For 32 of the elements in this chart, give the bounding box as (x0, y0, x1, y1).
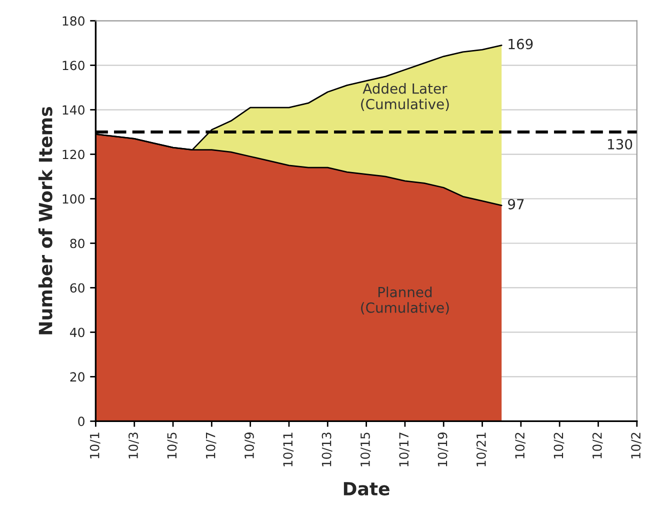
x-tick-label: 10/3 (128, 432, 139, 458)
x-tick-label: 10/21 (476, 432, 487, 466)
ref-line-label: 130 (608, 138, 632, 150)
x-tick-label: 10/5 (167, 432, 178, 458)
y-tick-label: 40 (70, 328, 84, 338)
series-label: Planned (Cumulative) (361, 286, 449, 315)
y-tick-label: 160 (62, 60, 84, 70)
x-tick-label: 10/15 (360, 432, 371, 466)
y-tick-label: 80 (70, 238, 84, 248)
x-tick-label: 10/2 (554, 432, 564, 458)
y-tick-label: 60 (70, 283, 84, 293)
y-tick-label: 0 (78, 416, 84, 426)
y-axis-title: Number of Work Items (38, 107, 52, 334)
series-label: Added Later (Cumulative) (361, 83, 449, 111)
y-tick-label: 180 (62, 16, 84, 26)
x-tick-label: 10/7 (206, 432, 216, 458)
y-tick-label: 20 (70, 372, 84, 382)
x-tick-label: 10/11 (283, 432, 294, 466)
x-tick-label: 10/13 (322, 432, 332, 466)
x-tick-label: 10/19 (438, 432, 448, 466)
annotation: 97 (508, 198, 524, 210)
annotation: 169 (508, 38, 533, 50)
x-tick-label: 10/2 (592, 432, 603, 458)
x-axis-title: Date (344, 482, 390, 496)
x-tick-label: 10/9 (244, 432, 255, 458)
x-tick-label: 10/17 (399, 432, 410, 466)
y-tick-label: 140 (62, 105, 84, 115)
x-tick-label: 10/2 (515, 432, 526, 458)
x-tick-label: 10/2 (631, 432, 642, 458)
y-tick-label: 120 (62, 150, 84, 160)
x-tick-label: 10/1 (90, 432, 100, 458)
y-tick-label: 100 (62, 194, 84, 204)
